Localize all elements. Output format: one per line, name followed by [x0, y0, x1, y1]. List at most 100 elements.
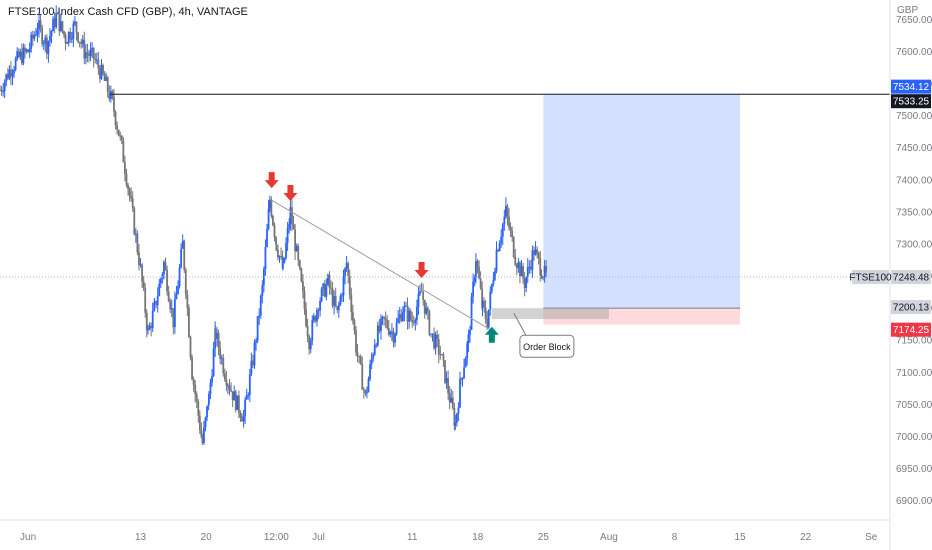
candle-body	[394, 334, 396, 343]
candle-body	[222, 357, 225, 374]
candle-body	[453, 407, 456, 426]
candle-body	[189, 336, 192, 358]
stop-price-tag-bg	[891, 322, 931, 337]
y-tick-label: 6950.00	[896, 464, 932, 475]
candle-body	[478, 266, 480, 279]
candle-body	[498, 243, 501, 252]
candle-body	[536, 249, 539, 253]
candle-body	[314, 316, 317, 322]
candle-body	[341, 295, 343, 297]
annotations: Order Block	[513, 313, 575, 358]
candle-body	[442, 354, 445, 361]
candle-body	[330, 287, 332, 289]
candle-body	[142, 281, 145, 289]
candle-body	[217, 332, 220, 349]
candle-body	[381, 316, 384, 319]
candle-body	[124, 162, 126, 174]
candle-body	[325, 284, 328, 297]
candle-body	[247, 395, 250, 397]
candle-body	[270, 199, 273, 217]
y-tick-label: 7300.00	[896, 239, 932, 250]
candle-body	[169, 301, 172, 310]
candle-body	[127, 185, 129, 189]
x-tick-label: Jun	[20, 532, 36, 543]
candle-body	[500, 236, 503, 244]
candle-body	[417, 293, 420, 307]
candle-body	[242, 416, 245, 422]
candle-body	[6, 74, 9, 79]
candle-body	[460, 378, 462, 380]
candle-body	[522, 266, 524, 279]
candle-body	[520, 266, 523, 277]
candle-body	[106, 77, 109, 92]
candle-body	[133, 208, 136, 235]
entry-price-tag-bg	[891, 300, 931, 315]
candle-body	[531, 250, 534, 270]
candle-body	[423, 299, 426, 314]
candle-body	[75, 21, 78, 33]
drawn-lines[interactable]	[0, 93, 890, 332]
candle-body	[300, 268, 303, 282]
candle-body	[27, 49, 30, 53]
up-arrow-1-icon	[484, 326, 499, 343]
candle-body	[504, 205, 507, 217]
candle-body	[219, 348, 222, 360]
candle-body	[515, 264, 518, 269]
entry-price-tag-text: 7200.13	[893, 303, 930, 314]
candle-body	[483, 300, 485, 308]
candle-body	[83, 39, 86, 59]
candle-body	[280, 255, 282, 257]
candle-body	[309, 340, 312, 350]
x-tick-label: 20	[201, 532, 213, 543]
candle-body	[94, 58, 97, 61]
candle-body	[188, 307, 190, 337]
candle-body	[255, 340, 257, 343]
x-tick-label: Aug	[600, 532, 618, 543]
candle-body	[86, 52, 89, 55]
candle-body	[466, 343, 469, 359]
candle-body	[0, 89, 1, 91]
candle-body	[200, 430, 203, 438]
candle-body	[206, 406, 208, 418]
candle-body	[3, 81, 6, 92]
candle-body	[387, 327, 390, 335]
candle-body	[481, 300, 484, 308]
candle-body	[312, 316, 315, 321]
candle-body	[337, 304, 340, 310]
candle-body	[145, 312, 148, 330]
candle-body	[56, 13, 59, 15]
y-tick-label: 7100.00	[896, 368, 932, 379]
candle-body	[305, 308, 307, 327]
candle-body	[492, 279, 495, 285]
candle-body	[167, 291, 170, 302]
candle-body	[288, 224, 291, 229]
candle-body	[476, 261, 479, 267]
candle-body	[105, 77, 108, 81]
candle-body	[151, 310, 154, 329]
candle-body	[58, 13, 61, 32]
candle-body	[470, 296, 473, 330]
candle-body	[378, 325, 381, 332]
candle-body	[258, 315, 261, 317]
x-tick-label: 11	[407, 532, 418, 543]
candle-body	[323, 283, 326, 297]
candle-body	[50, 31, 53, 37]
candle-body	[80, 42, 83, 44]
candle-body	[295, 245, 298, 252]
candle-body	[70, 38, 73, 40]
current-price-tag-bg	[891, 270, 931, 285]
candle-body	[278, 255, 281, 258]
candle-body	[406, 305, 409, 322]
order-block-zone[interactable]	[491, 308, 609, 320]
candle-body	[141, 264, 143, 282]
candle-body	[484, 307, 487, 320]
candle-body	[266, 229, 268, 247]
y-tick-label: 6900.00	[896, 496, 932, 507]
candle-body	[391, 331, 393, 333]
candle-body	[136, 233, 139, 253]
long-position-tool[interactable]	[543, 93, 741, 325]
candle-body	[384, 317, 387, 320]
candle-body	[422, 291, 425, 300]
candle-body	[250, 360, 253, 375]
